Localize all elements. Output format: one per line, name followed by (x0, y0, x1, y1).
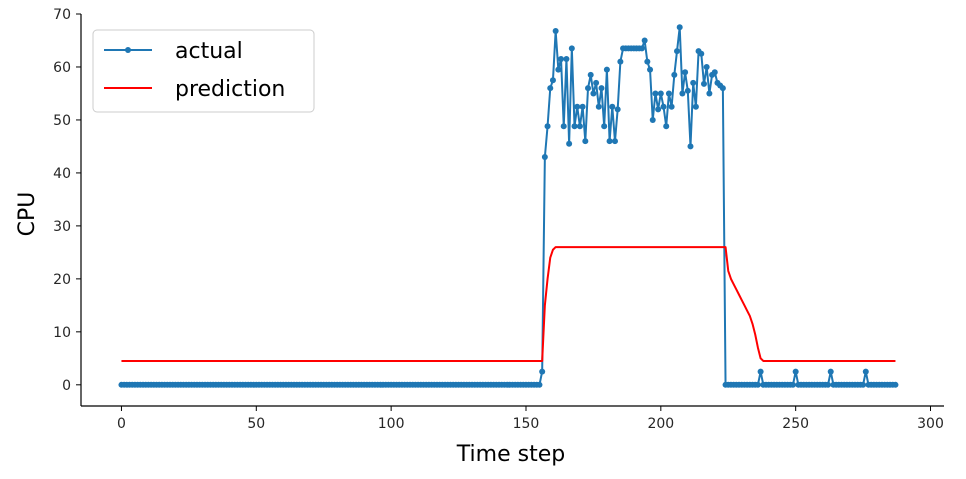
data-point (700, 80, 707, 87)
x-tick-label: 150 (513, 416, 540, 432)
data-point (544, 123, 551, 130)
data-point (587, 71, 594, 78)
data-point (789, 381, 796, 388)
data-point (706, 90, 713, 97)
legend: actual prediction (92, 29, 315, 113)
data-point (655, 106, 662, 113)
data-point (674, 48, 681, 55)
data-point (644, 58, 651, 65)
x-tick-label: 200 (647, 416, 674, 432)
data-point (552, 27, 559, 34)
data-point (606, 138, 613, 145)
data-point (684, 87, 691, 94)
data-point (652, 90, 659, 97)
data-point (657, 90, 664, 97)
series-actual (118, 24, 899, 388)
data-point (598, 85, 605, 92)
data-point (719, 85, 726, 92)
series-prediction (121, 246, 896, 362)
data-point (663, 123, 670, 130)
x-tick-label: 100 (378, 416, 405, 432)
data-point (692, 103, 699, 110)
data-point (827, 368, 834, 375)
x-tick-label: 0 (117, 416, 126, 432)
legend-label-actual: actual (175, 39, 243, 64)
data-point (676, 24, 683, 31)
data-point (555, 66, 562, 73)
y-tick-label: 50 (53, 113, 71, 129)
data-point (568, 45, 575, 52)
data-point (687, 143, 694, 150)
y-tick-label: 30 (53, 219, 71, 235)
data-point (582, 138, 589, 145)
data-point (611, 138, 618, 145)
data-point (679, 90, 686, 97)
data-point (703, 63, 710, 70)
data-point (792, 368, 799, 375)
data-point (563, 56, 570, 63)
data-point (660, 103, 667, 110)
data-point (698, 50, 705, 57)
legend-marker-actual (125, 47, 131, 53)
legend-label-prediction: prediction (175, 77, 285, 102)
data-point (609, 103, 616, 110)
y-tick-label: 10 (53, 325, 71, 341)
data-point (603, 66, 610, 73)
data-point (593, 79, 600, 86)
data-point (571, 123, 578, 130)
data-point (536, 381, 543, 388)
data-point (711, 69, 718, 76)
y-tick-label: 40 (53, 166, 71, 182)
data-point (671, 71, 678, 78)
data-point (860, 381, 867, 388)
data-point (560, 123, 567, 130)
data-point (547, 85, 554, 92)
data-point (590, 90, 597, 97)
data-point (665, 90, 672, 97)
data-point (574, 103, 581, 110)
data-point (892, 381, 899, 388)
data-point (641, 37, 648, 44)
data-point (649, 116, 656, 123)
y-tick-label: 60 (53, 60, 71, 76)
x-tick-label: 50 (247, 416, 265, 432)
data-point (549, 77, 556, 84)
data-point (862, 368, 869, 375)
data-point (601, 123, 608, 130)
data-point (541, 154, 548, 161)
data-point (647, 66, 654, 73)
data-point (668, 103, 675, 110)
y-tick-label: 20 (53, 272, 71, 288)
data-point (585, 85, 592, 92)
data-point (566, 140, 573, 147)
data-point (576, 123, 583, 130)
data-point (690, 79, 697, 86)
y-axis-title: CPU (15, 192, 40, 237)
data-point (614, 106, 621, 113)
x-tick-label: 250 (782, 416, 809, 432)
data-point (754, 381, 761, 388)
data-point (825, 381, 832, 388)
data-point (595, 103, 602, 110)
data-point (638, 45, 645, 52)
data-point (617, 58, 624, 65)
data-point (579, 103, 586, 110)
x-tick-label: 300 (917, 416, 944, 432)
series-line-prediction (121, 246, 896, 362)
data-point (539, 368, 546, 375)
x-axis-title: Time step (456, 442, 565, 467)
y-tick-label: 70 (53, 7, 71, 23)
data-point (757, 368, 764, 375)
y-tick-label: 0 (62, 378, 71, 394)
data-point (558, 56, 565, 63)
data-point (682, 69, 689, 76)
